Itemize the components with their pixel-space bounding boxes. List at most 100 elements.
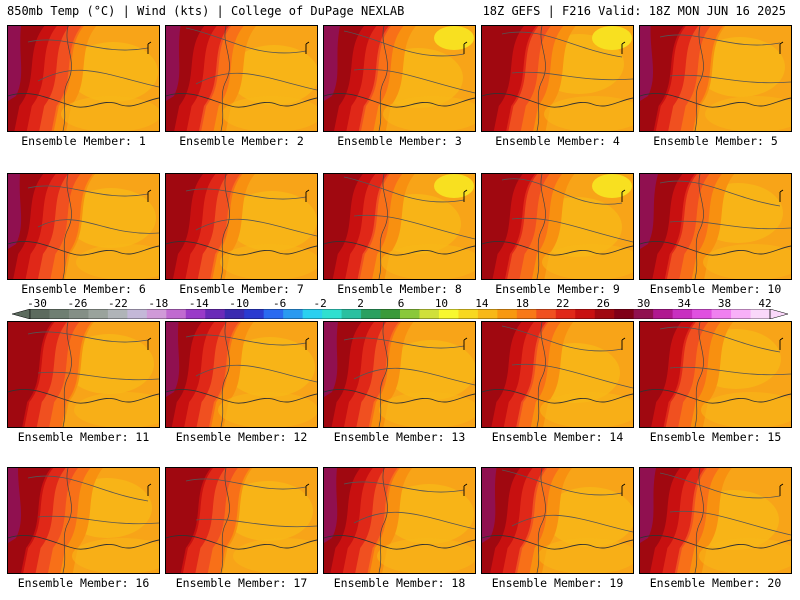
- colorbar-segment: [633, 309, 654, 319]
- colorbar-segment: [166, 309, 187, 319]
- temperature-map: [482, 468, 633, 573]
- colorbar-segment: [516, 309, 537, 319]
- colorbar-tick-label: -22: [107, 297, 128, 310]
- colorbar-tick-label: -6: [273, 297, 287, 310]
- ensemble-member-panel: [7, 25, 160, 132]
- ensemble-member-label: Ensemble Member: 19: [491, 576, 624, 590]
- colorbar-segment: [127, 309, 148, 319]
- ensemble-member-panel: [323, 321, 476, 428]
- temperature-map: [324, 468, 475, 573]
- colorbar-segment: [361, 309, 382, 319]
- colorbar-segment: [711, 309, 732, 319]
- colorbar-segment: [458, 309, 479, 319]
- colorbar-tick-label: 22: [556, 297, 570, 310]
- ensemble-member-label: Ensemble Member: 14: [491, 430, 624, 444]
- temperature-map: [640, 322, 791, 427]
- colorbar-segment: [575, 309, 596, 319]
- ensemble-member-panel: [7, 467, 160, 574]
- ensemble-member-label: Ensemble Member: 12: [175, 430, 308, 444]
- ensemble-member-label: Ensemble Member: 18: [333, 576, 466, 590]
- colorbar-segment: [614, 309, 635, 319]
- colorbar-segment: [380, 309, 401, 319]
- colorbar-segment: [400, 309, 420, 319]
- ensemble-member-panel: [481, 25, 634, 132]
- ensemble-member-label: Ensemble Member: 20: [649, 576, 782, 590]
- ensemble-member-panel: [7, 321, 160, 428]
- temperature-map: [482, 174, 633, 279]
- colorbar-tick-label: 2: [357, 297, 364, 310]
- temperature-map: [640, 174, 791, 279]
- colorbar-tick-label: -10: [229, 297, 250, 310]
- ensemble-member-label: Ensemble Member: 8: [337, 282, 462, 296]
- colorbar-tick-label: 14: [475, 297, 489, 310]
- temperature-map: [482, 26, 633, 131]
- colorbar-segment: [185, 309, 206, 319]
- ensemble-member-label: Ensemble Member: 3: [337, 134, 462, 148]
- colorbar-segment: [555, 309, 576, 319]
- colorbar-tick-label: 42: [758, 297, 772, 310]
- colorbar-right-arrow: [769, 309, 789, 319]
- ensemble-member-panel: [165, 467, 318, 574]
- ensemble-member-panel: [7, 173, 160, 280]
- ensemble-member-panel: [639, 25, 792, 132]
- ensemble-member-panel: [481, 321, 634, 428]
- ensemble-member-label: Ensemble Member: 9: [495, 282, 620, 296]
- ensemble-member-label: Ensemble Member: 5: [653, 134, 778, 148]
- temperature-map: [640, 468, 791, 573]
- ensemble-member-label: Ensemble Member: 10: [649, 282, 782, 296]
- ensemble-member-label: Ensemble Member: 4: [495, 134, 620, 148]
- temperature-map: [8, 174, 159, 279]
- temperature-map: [166, 322, 317, 427]
- colorbar-segment: [692, 309, 713, 319]
- colorbar-tick-label: 26: [596, 297, 610, 310]
- colorbar-segment: [263, 309, 284, 319]
- colorbar-segment: [731, 309, 752, 319]
- ensemble-member-panel: [323, 467, 476, 574]
- colorbar-segment: [438, 309, 459, 319]
- temperature-map: [324, 174, 475, 279]
- colorbar-segment: [536, 309, 557, 319]
- ensemble-member-panel: [165, 173, 318, 280]
- colorbar-segment: [205, 309, 226, 319]
- ensemble-member-panel: [165, 321, 318, 428]
- colorbar-segment: [283, 309, 304, 319]
- ensemble-member-label: Ensemble Member: 2: [179, 134, 304, 148]
- colorbar-tick-label: -2: [313, 297, 327, 310]
- ensemble-member-panel: [639, 467, 792, 574]
- ensemble-member-label: Ensemble Member: 7: [179, 282, 304, 296]
- colorbar-segment: [341, 309, 362, 319]
- temperature-map: [324, 322, 475, 427]
- temperature-map: [8, 26, 159, 131]
- colorbar-tick-label: -26: [67, 297, 88, 310]
- colorbar-tick-label: -18: [148, 297, 169, 310]
- temperature-map: [166, 26, 317, 131]
- colorbar-tick-label: 38: [717, 297, 732, 310]
- colorbar-segment: [594, 309, 615, 319]
- colorbar-segment: [672, 309, 693, 319]
- temperature-colorbar: [11, 309, 789, 319]
- colorbar-left-arrow: [11, 309, 31, 319]
- ensemble-member-panel: [323, 173, 476, 280]
- colorbar-segment: [49, 309, 70, 319]
- ensemble-member-panel: [165, 25, 318, 132]
- colorbar-segment: [322, 309, 343, 319]
- ensemble-member-panel: [639, 173, 792, 280]
- colorbar-segment: [419, 309, 440, 319]
- colorbar-segment: [302, 309, 323, 319]
- temperature-map: [8, 322, 159, 427]
- ensemble-member-panel: [481, 173, 634, 280]
- temperature-map: [324, 26, 475, 131]
- colorbar-segment: [477, 309, 498, 319]
- colorbar-segment: [497, 309, 518, 319]
- ensemble-member-label: Ensemble Member: 17: [175, 576, 308, 590]
- colorbar-segment: [88, 309, 109, 319]
- colorbar-tick-label: 10: [434, 297, 449, 310]
- ensemble-member-panel: [481, 467, 634, 574]
- temperature-map: [166, 174, 317, 279]
- ensemble-member-label: Ensemble Member: 16: [17, 576, 150, 590]
- chart-title: 850mb Temp (°C) | Wind (kts) | College o…: [7, 4, 405, 18]
- ensemble-member-label: Ensemble Member: 6: [21, 282, 146, 296]
- colorbar-segment: [146, 309, 167, 319]
- colorbar-segment: [653, 309, 674, 319]
- colorbar-segment: [107, 309, 128, 319]
